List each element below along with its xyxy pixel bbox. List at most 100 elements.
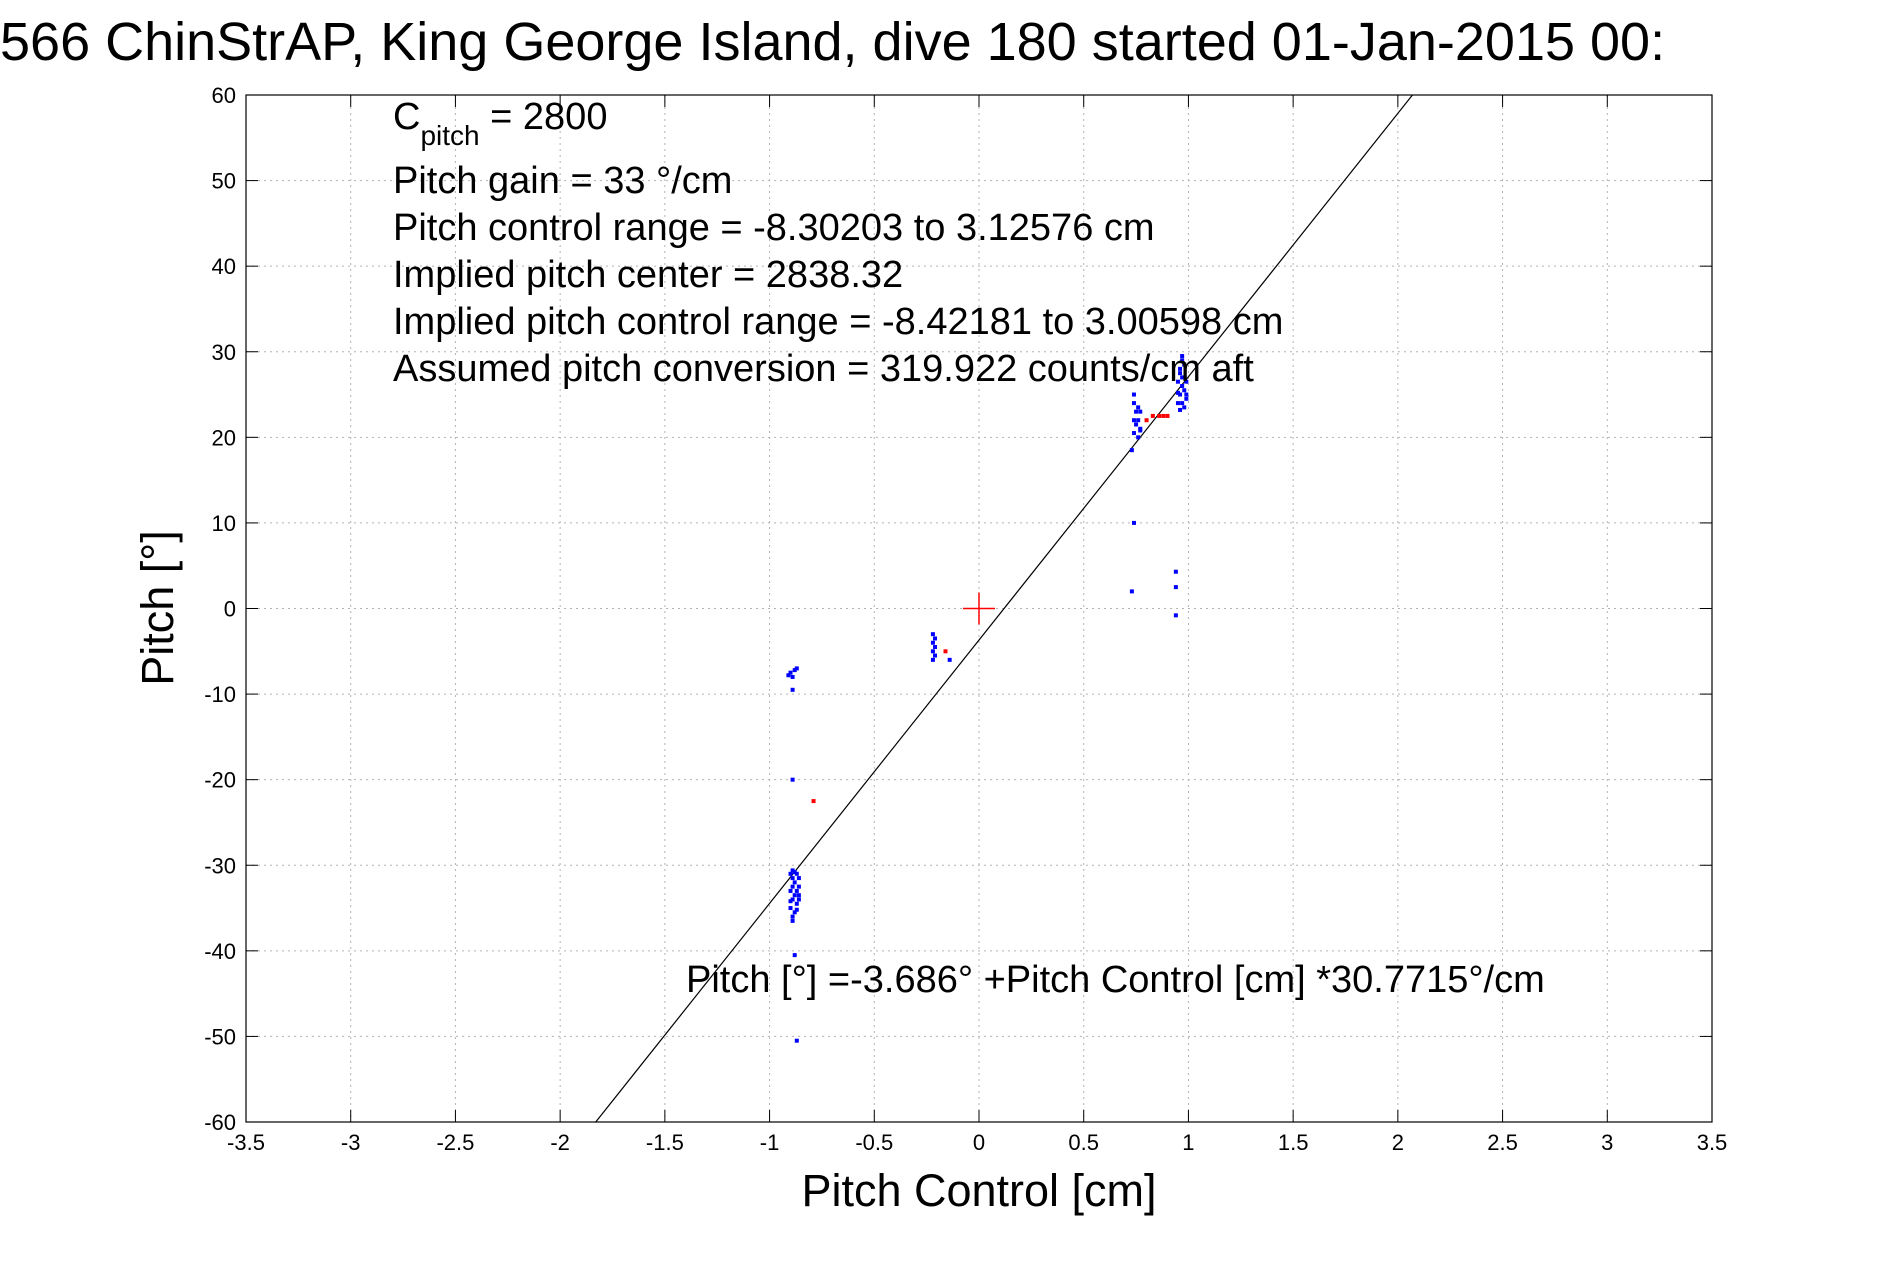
- data-point-blue: [794, 871, 799, 876]
- data-point-blue: [794, 888, 799, 893]
- annotation-pitch-gain: Pitch gain = 33 °/cm: [393, 160, 732, 202]
- data-point-blue: [1131, 392, 1136, 397]
- y-tick-label: 60: [212, 83, 236, 108]
- data-point-blue: [1131, 401, 1136, 406]
- data-point-blue: [1178, 371, 1183, 376]
- data-point-blue: [1134, 409, 1139, 414]
- data-point-blue: [794, 666, 799, 671]
- data-point-blue: [1138, 428, 1143, 433]
- data-point-blue: [788, 899, 793, 904]
- data-point-blue: [1180, 401, 1185, 406]
- x-tick-label: -1: [760, 1130, 780, 1155]
- data-point-blue: [1184, 379, 1189, 384]
- data-point-blue: [933, 645, 938, 650]
- data-point-red: [943, 649, 948, 654]
- data-point-blue: [792, 910, 797, 915]
- data-point-blue: [930, 632, 935, 637]
- fit-line: [595, 94, 1413, 1123]
- data-point-blue: [947, 657, 952, 662]
- data-point-blue: [1129, 448, 1134, 453]
- data-point-blue: [796, 884, 801, 889]
- data-point-red: [1165, 413, 1170, 418]
- data-point-blue: [1182, 405, 1187, 410]
- data-point-blue: [1175, 379, 1180, 384]
- data-point-blue: [1182, 375, 1187, 380]
- y-tick-label: -40: [204, 939, 236, 964]
- data-point-red: [1157, 413, 1162, 418]
- data-point-blue: [792, 953, 797, 958]
- data-point-blue: [796, 893, 801, 898]
- data-point-blue: [790, 687, 795, 692]
- data-point-blue: [1180, 383, 1185, 388]
- data-point-red: [1161, 413, 1166, 418]
- data-point-blue: [1182, 388, 1187, 393]
- y-axis-label: Pitch [°]: [132, 530, 183, 686]
- data-point-red: [1144, 418, 1149, 423]
- data-point-blue: [1178, 392, 1183, 397]
- c-pitch-subscript: pitch: [420, 120, 479, 151]
- data-point-blue: [792, 880, 797, 885]
- data-point-blue: [788, 906, 793, 911]
- x-tick-label: 3: [1601, 1130, 1613, 1155]
- data-point-blue: [1180, 375, 1185, 380]
- data-point-blue: [1178, 366, 1183, 371]
- data-point-blue: [790, 884, 795, 889]
- annotation-implied-pitch-control-range: Implied pitch control range = -8.42181 t…: [393, 301, 1283, 343]
- data-point-blue: [1180, 354, 1185, 359]
- x-tick-label: -2: [550, 1130, 570, 1155]
- x-tick-label: 3.5: [1697, 1130, 1728, 1155]
- data-point-blue: [930, 640, 935, 645]
- data-point-blue: [1131, 520, 1136, 525]
- data-point-blue: [790, 897, 795, 902]
- x-tick-label: 1: [1182, 1130, 1194, 1155]
- data-point-blue: [1136, 435, 1141, 440]
- data-point-blue: [1175, 401, 1180, 406]
- data-point-blue: [1136, 418, 1141, 423]
- x-tick-label: 1.5: [1278, 1130, 1309, 1155]
- x-tick-label: -3: [341, 1130, 361, 1155]
- data-point-red: [811, 799, 816, 804]
- x-tick-label: -1.5: [646, 1130, 684, 1155]
- x-tick-label: 0.5: [1068, 1130, 1099, 1155]
- data-point-blue: [792, 893, 797, 898]
- data-point-blue: [792, 668, 797, 673]
- data-point-blue: [788, 888, 793, 893]
- data-point-blue: [930, 657, 935, 662]
- annotation-implied-pitch-center: Implied pitch center = 2838.32: [393, 254, 903, 296]
- data-point-blue: [1178, 407, 1183, 412]
- data-point-blue: [1173, 613, 1178, 618]
- y-tick-label: 40: [212, 254, 236, 279]
- data-point-blue: [933, 653, 938, 658]
- data-point-blue: [1180, 358, 1185, 363]
- data-point-blue: [786, 673, 791, 678]
- y-tick-label: -50: [204, 1024, 236, 1049]
- data-point-blue: [1173, 585, 1178, 590]
- data-point-blue: [933, 636, 938, 641]
- data-point-blue: [794, 907, 799, 912]
- data-point-blue: [1134, 422, 1139, 427]
- data-point-blue: [796, 876, 801, 881]
- data-point-blue: [1136, 405, 1141, 410]
- y-tick-label: 0: [224, 597, 236, 622]
- data-points: [786, 354, 1189, 1043]
- fit-line-layer: [595, 94, 1413, 1123]
- c-pitch-value: = 2800: [480, 96, 608, 138]
- data-point-blue: [790, 777, 795, 782]
- annotation-assumed-pitch-conversion: Assumed pitch conversion = 319.922 count…: [393, 348, 1254, 390]
- x-tick-label: 2: [1392, 1130, 1404, 1155]
- data-point-blue: [1184, 396, 1189, 401]
- x-tick-label: 0: [973, 1130, 985, 1155]
- y-tick-label: 30: [212, 340, 236, 365]
- data-point-blue: [790, 876, 795, 881]
- x-axis-label: Pitch Control [cm]: [801, 1165, 1156, 1216]
- data-point-blue: [790, 868, 795, 873]
- data-point-blue: [1138, 409, 1143, 414]
- center-marker-layer: [963, 592, 995, 625]
- fit-equation-annotation: Pitch [°] =-3.686° +Pitch Control [cm] *…: [686, 959, 1545, 1001]
- y-tick-label: 20: [212, 425, 236, 450]
- data-point-blue: [790, 918, 795, 923]
- data-point-blue: [790, 674, 795, 679]
- data-point-blue: [794, 901, 799, 906]
- x-tick-label: -2.5: [436, 1130, 474, 1155]
